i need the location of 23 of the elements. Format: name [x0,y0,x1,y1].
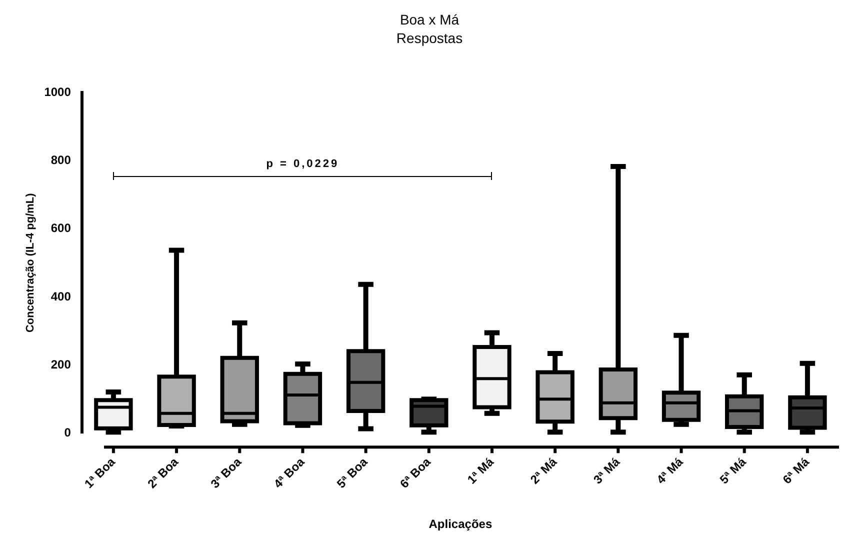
x-tick-label: 1ª Má [464,454,497,487]
x-tick-label: 2ª Boa [144,454,182,491]
y-tick-label: 600 [50,221,72,236]
x-tick-label: 5ª Má [716,454,750,487]
x-tick-label: 5ª Boa [334,454,370,491]
y-tick-label: 400 [50,289,72,304]
x-tick-label: 2ª Má [528,454,560,487]
chart-title: Boa x Má [400,11,460,28]
x-tick-label: 3ª Má [590,454,623,487]
x-axis-title: Aplicações [428,517,492,532]
x-tick-label: 4ª Boa [271,454,308,491]
x-tick-label: 3ª Boa [208,454,244,491]
y-axis-title: Concentração (IL-4 pg/mL) [24,192,37,333]
annotation: p = 0,0229 [266,158,340,170]
x-tick-label: 6ª Má [780,454,812,487]
chart-subtitle: Respostas [396,30,463,46]
y-tick-label: 1000 [44,84,72,99]
x-tick-label: 6ª Boa [397,454,434,491]
y-tick-label: 200 [50,357,72,372]
y-tick-label: 800 [50,153,72,168]
x-tick-label: 1ª Boa [82,454,118,491]
x-tick-label: 4ª Má [654,454,686,487]
y-tick-label: 0 [64,425,72,440]
